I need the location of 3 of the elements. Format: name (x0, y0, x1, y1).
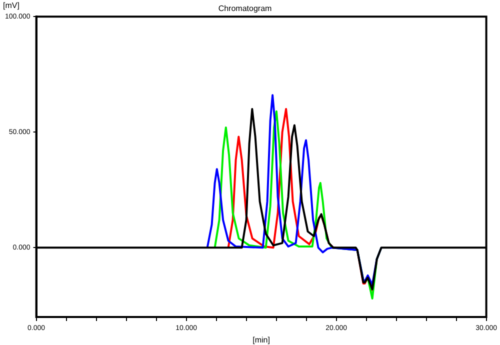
x-axis-title: [min] (252, 335, 270, 344)
y-axis-title: [mV] (3, 1, 20, 10)
chart-title: Chromatogram (218, 4, 272, 14)
